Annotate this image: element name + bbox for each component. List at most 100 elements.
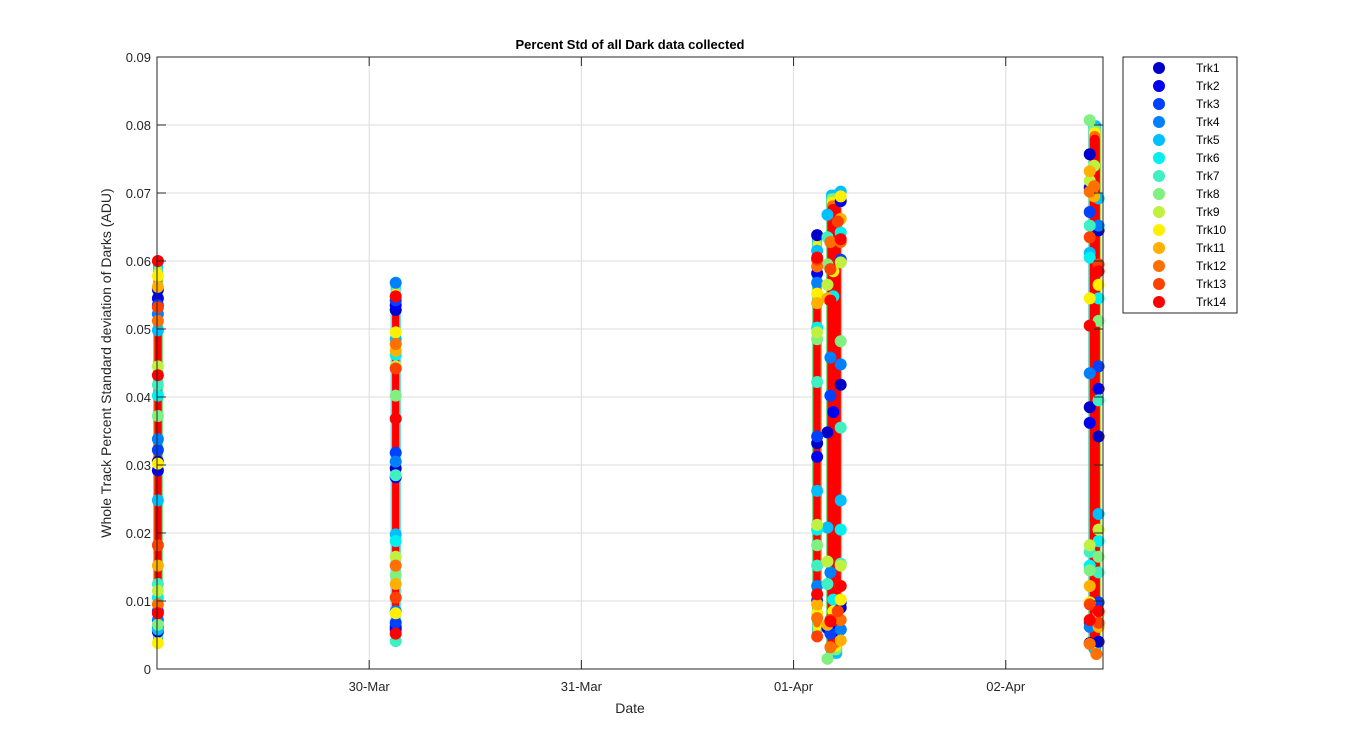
data-point	[834, 634, 847, 647]
data-point	[1083, 637, 1096, 650]
data-point	[151, 389, 164, 402]
y-axis-label: Whole Track Percent Standard deviation o…	[98, 188, 114, 537]
data-point	[389, 627, 402, 640]
data-point	[834, 623, 847, 636]
data-point	[811, 287, 824, 300]
data-point	[831, 215, 844, 228]
data-point	[834, 593, 847, 606]
data-point	[389, 591, 402, 604]
data-point	[1083, 251, 1096, 264]
data-point	[1092, 430, 1105, 443]
data-point	[811, 484, 824, 497]
legend-marker	[1153, 152, 1165, 164]
data-point	[151, 269, 164, 282]
data-point	[834, 190, 847, 203]
plot-area	[157, 57, 1103, 669]
x-axis-label: Date	[615, 700, 645, 716]
data-point	[1083, 598, 1096, 611]
data-point	[151, 369, 164, 382]
y-tick-label: 0.05	[126, 322, 151, 337]
data-point	[1092, 278, 1105, 291]
plot-frame	[156, 56, 1104, 670]
data-point	[824, 566, 837, 579]
data-point	[1083, 219, 1096, 232]
y-tick-label: 0	[144, 662, 151, 677]
legend-marker	[1153, 224, 1165, 236]
legend-label: Trk8	[1196, 187, 1220, 201]
legend-marker	[1153, 134, 1165, 146]
data-point	[1083, 231, 1096, 244]
data-point	[834, 580, 847, 593]
legend-label: Trk9	[1196, 205, 1220, 219]
data-point	[1083, 614, 1096, 627]
data-point	[1092, 314, 1105, 327]
data-point	[834, 559, 847, 572]
data-point	[824, 235, 837, 248]
legend-marker	[1153, 278, 1165, 290]
data-point	[1083, 564, 1096, 577]
legend-label: Trk2	[1196, 79, 1220, 93]
data-point	[834, 421, 847, 434]
y-tick-label: 0.02	[126, 526, 151, 541]
data-point	[389, 469, 402, 482]
data-point	[824, 263, 837, 276]
data-point	[1092, 507, 1105, 520]
data-point	[1090, 648, 1103, 661]
data-point	[389, 290, 402, 303]
data-point	[811, 297, 824, 310]
legend-marker	[1153, 242, 1165, 254]
data-point	[1083, 539, 1096, 552]
legend-label: Trk14	[1196, 295, 1227, 309]
data-point	[389, 412, 402, 425]
data-point	[389, 362, 402, 375]
data-point	[1083, 367, 1096, 380]
data-point	[1083, 148, 1096, 161]
legend-marker	[1153, 116, 1165, 128]
grid	[157, 57, 1103, 669]
data-point	[821, 578, 834, 590]
data-point	[1083, 401, 1096, 414]
legend-label: Trk5	[1196, 133, 1220, 147]
data-point	[834, 335, 847, 348]
data-point	[389, 616, 402, 629]
data-point	[151, 301, 164, 314]
data-point	[389, 578, 402, 590]
data-point	[151, 324, 164, 337]
legend-marker	[1153, 296, 1165, 308]
data-point	[811, 598, 824, 611]
data-point	[834, 233, 847, 246]
axis-ticks: 0 0.01 0.02 0.03 0.04 0.05 0.06 0.07 0.08 0.09 30-…	[126, 50, 1103, 694]
data-point	[834, 378, 847, 391]
data-point	[811, 588, 824, 601]
data-point	[1083, 206, 1096, 219]
data-point	[811, 326, 824, 339]
data-point	[821, 278, 834, 291]
data-point	[834, 358, 847, 371]
y-tick-label: 0.03	[126, 458, 151, 473]
data-point	[389, 455, 402, 468]
data-point	[827, 405, 840, 418]
data-point	[811, 251, 824, 264]
data-point	[389, 559, 402, 572]
data-point	[151, 410, 164, 423]
legend-marker	[1153, 62, 1165, 74]
data-point	[1083, 416, 1096, 429]
data-point	[824, 641, 837, 654]
y-tick-label: 0.01	[126, 594, 151, 609]
data-point	[1083, 580, 1096, 593]
data-point	[389, 389, 402, 402]
data-point	[151, 539, 164, 552]
legend: Trk1 Trk2 Trk3 Trk4 Trk5 Trk6 Trk7 Trk8 Trk9 Trk1…	[1122, 56, 1238, 314]
data-point	[151, 584, 164, 597]
data-point	[151, 314, 164, 327]
data-point	[151, 280, 164, 293]
data-point	[1092, 550, 1105, 563]
data-point	[389, 550, 402, 563]
data-point	[151, 378, 164, 391]
data-point	[151, 607, 164, 620]
legend-box	[1122, 56, 1238, 314]
data-point	[389, 337, 402, 350]
data-point	[1092, 219, 1105, 232]
data-point	[389, 326, 402, 339]
legend-label: Trk10	[1196, 223, 1227, 237]
